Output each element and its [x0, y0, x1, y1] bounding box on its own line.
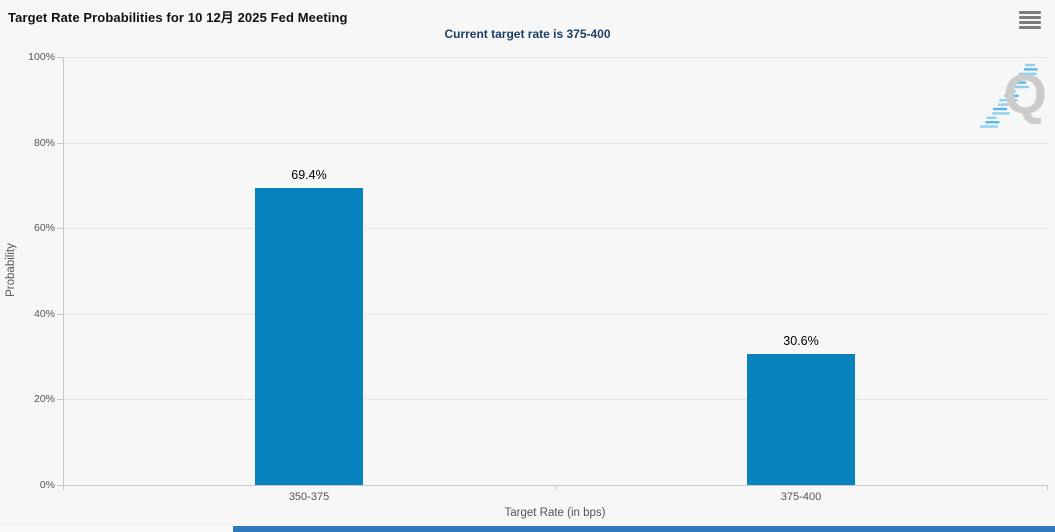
gridline-80: [63, 142, 1047, 144]
y-tick-mark: [57, 142, 63, 144]
bar-375-400[interactable]: [747, 354, 855, 485]
bar-value-label: 69.4%: [291, 167, 327, 182]
y-tick-mark: [57, 228, 63, 230]
x-tick-label: 375-400: [780, 491, 822, 503]
bar-value-label: 30.6%: [783, 334, 819, 349]
y-axis-title: Probability: [5, 243, 17, 297]
x-tick-mark: [555, 485, 556, 490]
x-tick-mark: [63, 485, 64, 490]
horizontal-scrollbar-thumb[interactable]: [233, 526, 1055, 532]
horizontal-scrollbar-track[interactable]: [0, 526, 1055, 532]
y-tick-label: 100%: [28, 51, 55, 63]
y-tick-mark: [57, 313, 63, 315]
y-tick-label: 80%: [33, 136, 55, 149]
gridline-40: [63, 313, 1047, 315]
y-tick-label: 60%: [33, 222, 55, 235]
gridline-60: [63, 228, 1047, 230]
chart-title: Target Rate Probabilities for 10 12月 202…: [8, 10, 348, 25]
y-axis-line: [63, 57, 64, 485]
y-tick-mark: [57, 57, 63, 58]
y-tick-label: 0%: [39, 479, 55, 491]
y-tick-mark: [57, 399, 63, 401]
x-tick-mark: [1047, 485, 1048, 490]
y-tick-label: 20%: [33, 393, 55, 406]
chart-subtitle: Current target rate is 375-400: [444, 27, 611, 41]
x-axis-title: Target Rate (in bps): [504, 507, 606, 519]
y-tick-mark: [57, 485, 63, 486]
bar-350-375[interactable]: [255, 187, 363, 485]
gridline-100: [63, 57, 1047, 58]
plot-area: [63, 57, 1047, 485]
hamburger-icon[interactable]: [1017, 8, 1043, 32]
y-tick-label: 40%: [33, 307, 55, 320]
x-tick-label: 350-375: [288, 491, 330, 503]
gridline-20: [63, 399, 1047, 401]
